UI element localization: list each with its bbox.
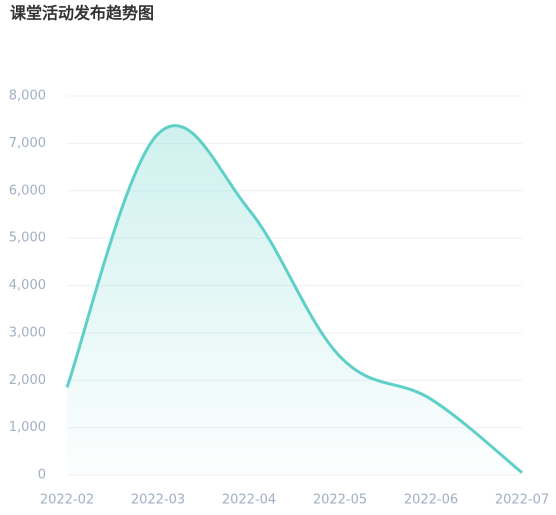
y-tick-label: 3,000 [9, 325, 46, 340]
y-tick-label: 8,000 [9, 89, 46, 104]
y-tick-label: 4,000 [9, 278, 46, 293]
y-tick-label: 6,000 [9, 183, 46, 198]
x-tick-label: 2022-03 [131, 493, 185, 508]
chart-title: 课堂活动发布趋势图 [10, 4, 154, 23]
y-tick-label: 2,000 [9, 373, 46, 388]
y-tick-label: 1,000 [9, 420, 46, 435]
y-tick-label: 5,000 [9, 231, 46, 246]
x-tick-label: 2022-05 [313, 493, 367, 508]
x-tick-label: 2022-02 [40, 493, 94, 508]
area [67, 125, 522, 476]
x-tick-label: 2022-06 [404, 493, 458, 508]
line [65, 124, 523, 474]
y-tick-label: 0 [38, 468, 46, 483]
y-tick-label: 7,000 [9, 136, 46, 151]
x-tick-label: 2022-07 [495, 493, 549, 508]
x-tick-label: 2022-04 [222, 493, 276, 508]
